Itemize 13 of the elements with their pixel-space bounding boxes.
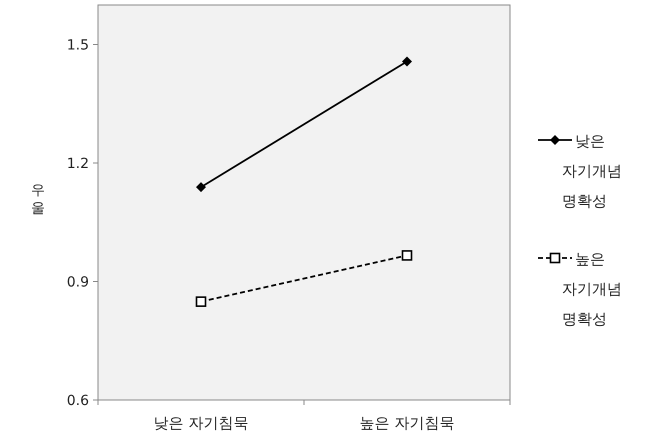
y-axis-title: 우울 [31, 182, 45, 216]
point [402, 250, 412, 261]
legend-label: 낮은 자기개념 명확성 [562, 132, 622, 210]
y-tick-label: 1.5 [66, 38, 89, 54]
point [196, 182, 206, 192]
x-tick-label: 낮은 자기침묵 [154, 414, 248, 432]
legend-label: 높은 자기개념 명확성 [562, 250, 622, 328]
point [402, 56, 412, 66]
y-tick-label: 1.2 [66, 156, 89, 172]
y-tick-label: 0.9 [66, 274, 89, 290]
point [196, 296, 206, 307]
x-tick-label: 높은 자기침묵 [360, 414, 454, 432]
y-tick-label: 0.6 [66, 393, 90, 409]
